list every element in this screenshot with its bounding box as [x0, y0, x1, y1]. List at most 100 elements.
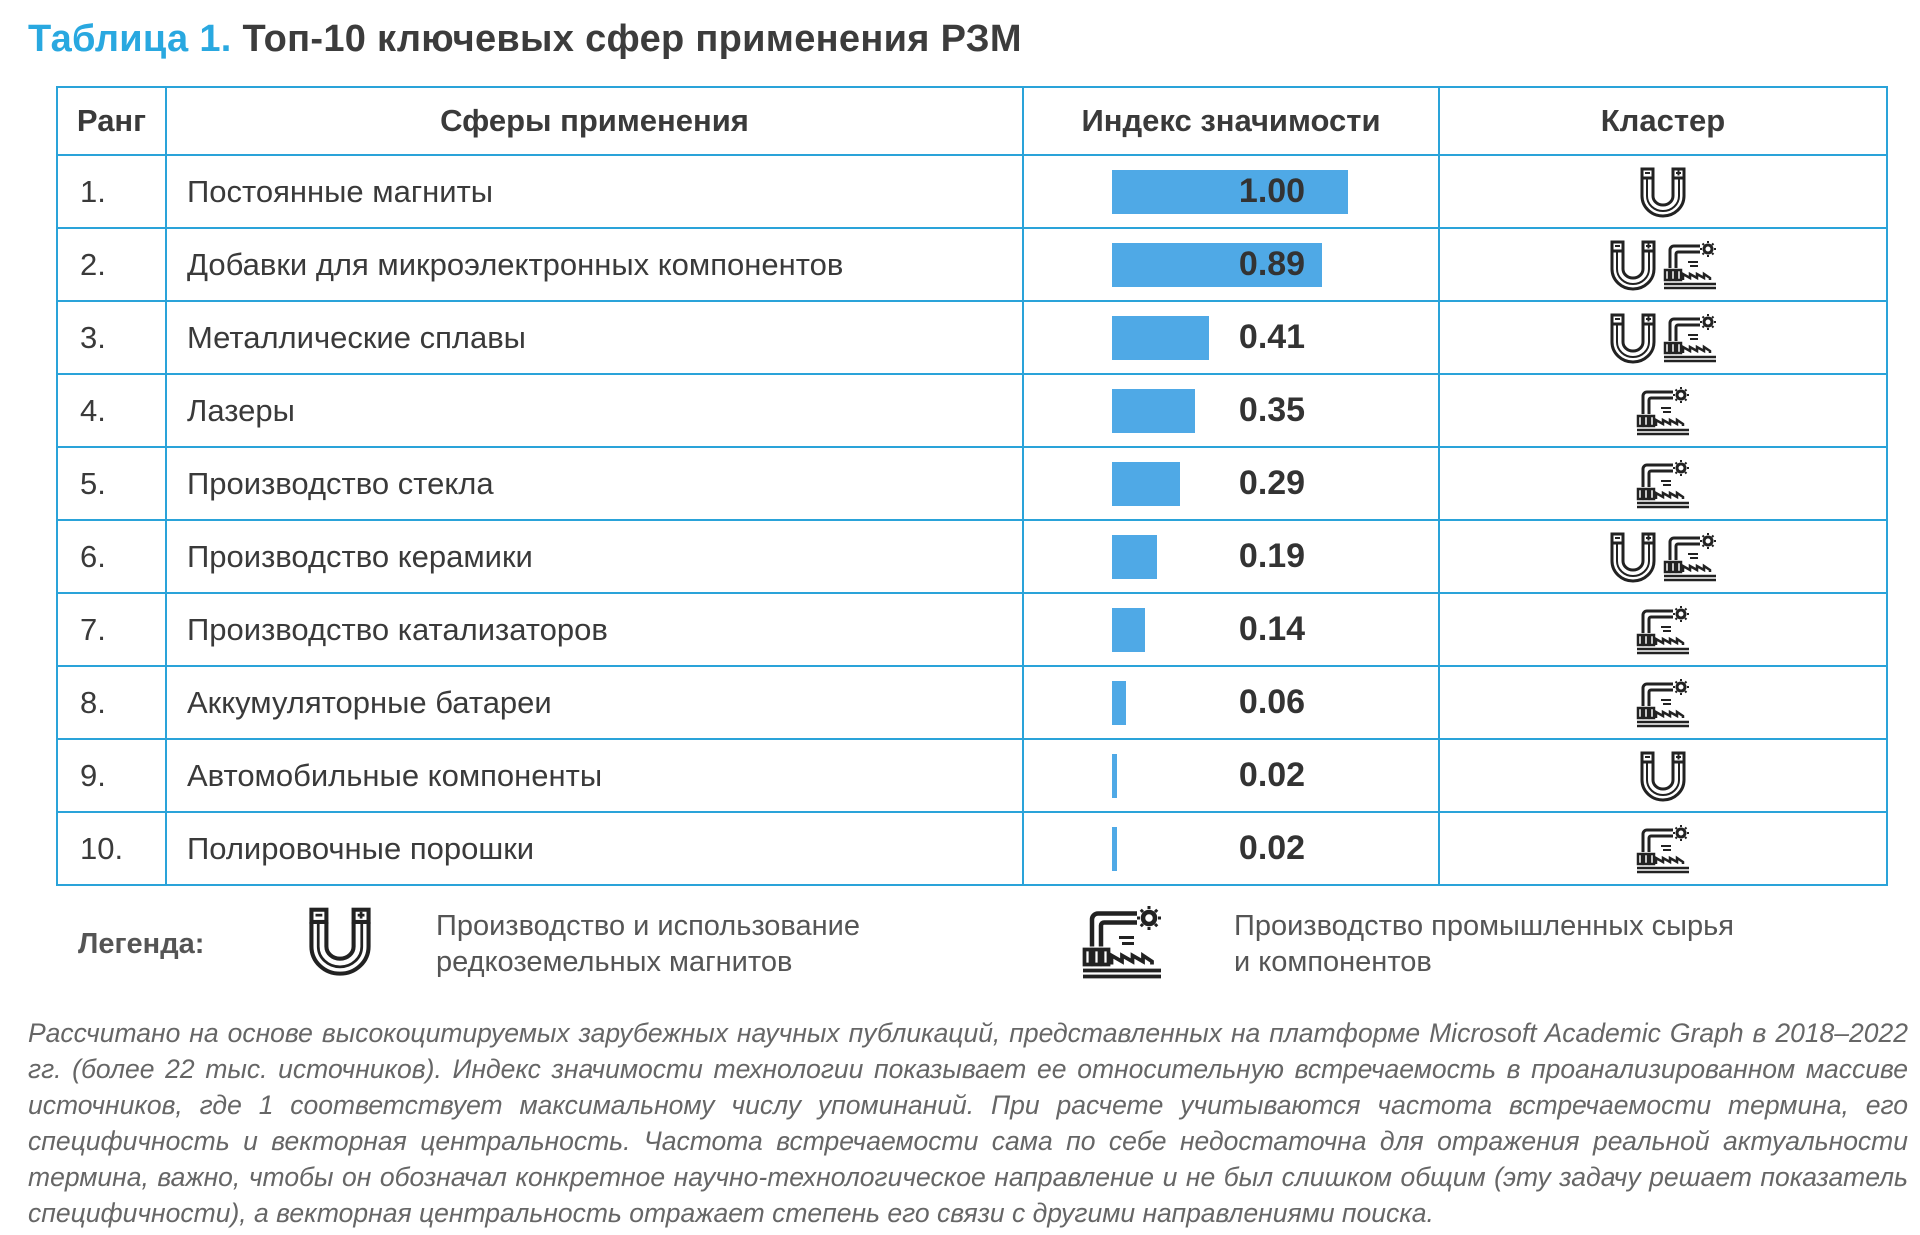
row-rank: 7. — [56, 592, 167, 667]
table-row: 9. Автомобильные компоненты 0.02 — [56, 738, 1888, 813]
index-bar — [1112, 753, 1117, 798]
header-rank: Ранг — [56, 86, 167, 156]
table-row: 5. Производство стекла 0.29 — [56, 446, 1888, 521]
row-cluster — [1438, 665, 1888, 740]
index-value: 0.35 — [1238, 391, 1306, 429]
legend-factory-text: Производство промышленных сырья и компон… — [1234, 908, 1874, 980]
methodology-note: Рассчитано на основе высокоцитируемых за… — [28, 1018, 1908, 1228]
cluster-icons — [1608, 531, 1718, 583]
cluster-icons — [1635, 824, 1691, 874]
row-cluster — [1438, 519, 1888, 594]
row-index-cell: 0.14 — [1022, 592, 1440, 667]
index-bar — [1112, 169, 1348, 214]
row-sphere-name: Добавки для микроэлектронных компонентов — [165, 227, 1024, 302]
row-sphere-name: Лазеры — [165, 373, 1024, 448]
magnet-icon — [1640, 167, 1686, 217]
row-sphere-name: Аккумуляторные батареи — [165, 665, 1024, 740]
row-index-cell: 0.19 — [1022, 519, 1440, 594]
legend-magnet-line2: редкоземельных магнитов — [436, 946, 793, 978]
table-row: 7. Производство катализаторов 0.14 — [56, 592, 1888, 667]
cluster-icons — [1635, 678, 1691, 728]
index-value: 0.06 — [1238, 683, 1306, 721]
row-index-cell: 1.00 — [1022, 154, 1440, 229]
table-row: 1. Постоянные магниты 1.00 — [56, 154, 1888, 229]
magnet-icon — [1610, 313, 1656, 363]
row-rank: 1. — [56, 154, 167, 229]
row-sphere-name: Производство стекла — [165, 446, 1024, 521]
index-bar — [1112, 680, 1126, 725]
legend-label: Легенда: — [78, 928, 205, 960]
row-rank: 4. — [56, 373, 167, 448]
table-row: 8. Аккумуляторные батареи 0.06 — [56, 665, 1888, 740]
index-bar — [1112, 388, 1195, 433]
cluster-icons — [1608, 312, 1718, 364]
index-bar — [1112, 534, 1157, 579]
factory-icon — [1663, 240, 1716, 289]
row-cluster — [1438, 738, 1888, 813]
table-title-text: Топ-10 ключевых сфер применения РЗМ — [242, 18, 1022, 60]
cluster-icons — [1638, 166, 1688, 218]
factory-icon — [1082, 906, 1161, 979]
legend-factory-line1: Производство промышленных сырья — [1234, 910, 1734, 942]
table-row: 2. Добавки для микроэлектронных компонент… — [56, 227, 1888, 302]
index-value: 0.29 — [1238, 464, 1306, 502]
cluster-icons — [1638, 750, 1688, 802]
row-sphere-name: Автомобильные компоненты — [165, 738, 1024, 813]
index-bar — [1112, 461, 1180, 506]
legend-magnet-text: Производство и использование редкоземель… — [436, 908, 996, 980]
row-index-cell: 0.89 — [1022, 227, 1440, 302]
index-bar — [1112, 826, 1117, 871]
table-row: 4. Лазеры 0.35 — [56, 373, 1888, 448]
legend-magnet — [306, 904, 374, 983]
index-value: 0.41 — [1238, 318, 1306, 356]
row-cluster — [1438, 592, 1888, 667]
row-rank: 5. — [56, 446, 167, 521]
row-sphere-name: Производство керамики — [165, 519, 1024, 594]
row-rank: 10. — [56, 811, 167, 886]
index-value: 0.19 — [1238, 537, 1306, 575]
factory-icon — [1636, 824, 1689, 873]
row-rank: 8. — [56, 665, 167, 740]
magnet-icon — [1640, 751, 1686, 801]
row-sphere-name: Производство катализаторов — [165, 592, 1024, 667]
factory-icon — [1636, 459, 1689, 508]
factory-icon — [1636, 605, 1689, 654]
table-header-row: Ранг Сферы применения Индекс значимости … — [56, 86, 1888, 156]
table-number: Таблица 1. — [28, 18, 232, 60]
factory-icon — [1636, 386, 1689, 435]
table-row: 3. Металлические сплавы 0.41 — [56, 300, 1888, 375]
cluster-icons — [1608, 239, 1718, 291]
factory-icon — [1663, 532, 1716, 581]
legend-factory — [1080, 904, 1164, 985]
magnet-icon — [1610, 532, 1656, 582]
row-sphere-name: Постоянные магниты — [165, 154, 1024, 229]
index-value: 0.89 — [1238, 245, 1306, 283]
table-title: Таблица 1. Топ-10 ключевых сфер применен… — [28, 18, 1022, 61]
row-index-cell: 0.02 — [1022, 738, 1440, 813]
row-cluster — [1438, 227, 1888, 302]
header-sphere: Сферы применения — [165, 86, 1024, 156]
row-cluster — [1438, 373, 1888, 448]
factory-icon — [1636, 678, 1689, 727]
factory-icon — [1663, 313, 1716, 362]
row-index-cell: 0.29 — [1022, 446, 1440, 521]
row-sphere-name: Полировочные порошки — [165, 811, 1024, 886]
table-row: 10. Полировочные порошки 0.02 — [56, 811, 1888, 886]
header-cluster: Кластер — [1438, 86, 1888, 156]
magnet-icon — [309, 907, 371, 976]
row-index-cell: 0.41 — [1022, 300, 1440, 375]
legend-magnet-line1: Производство и использование — [436, 910, 860, 942]
row-index-cell: 0.02 — [1022, 811, 1440, 886]
table-row: 6. Производство керамики 0.19 — [56, 519, 1888, 594]
header-index: Индекс значимости — [1022, 86, 1440, 156]
cluster-icons — [1635, 459, 1691, 509]
row-cluster — [1438, 811, 1888, 886]
applications-table: Ранг Сферы применения Индекс значимости … — [56, 86, 1888, 886]
index-value: 0.02 — [1238, 756, 1306, 794]
row-index-cell: 0.35 — [1022, 373, 1440, 448]
index-value: 0.14 — [1238, 610, 1306, 648]
index-bar — [1112, 242, 1322, 287]
index-bar — [1112, 607, 1145, 652]
row-rank: 2. — [56, 227, 167, 302]
cluster-icons — [1635, 386, 1691, 436]
